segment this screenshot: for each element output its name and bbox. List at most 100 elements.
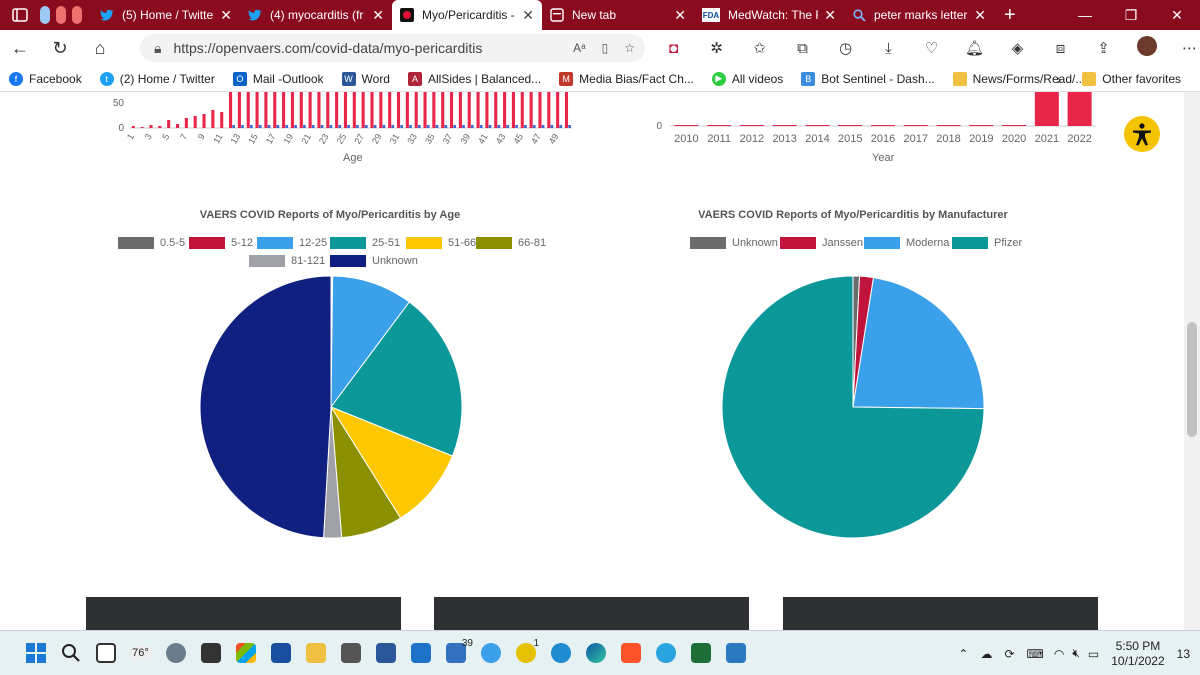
- pinned-tab-icon[interactable]: [72, 6, 82, 24]
- refresh-icon[interactable]: ↻: [52, 37, 68, 58]
- notification-count[interactable]: 13: [1176, 646, 1190, 661]
- fav-all-videos[interactable]: ▶ All videos: [703, 71, 792, 86]
- manufacturer-legend-item[interactable]: Pfizer: [952, 237, 1022, 249]
- money-icon[interactable]: 1: [508, 636, 543, 671]
- health-icon[interactable]: ♡: [924, 40, 939, 57]
- new-tab-button[interactable]: +: [1004, 3, 1016, 26]
- photos-icon[interactable]: [718, 636, 753, 671]
- chat-icon[interactable]: [473, 636, 508, 671]
- start-icon[interactable]: [18, 636, 53, 671]
- extension-shield-icon[interactable]: ◘: [668, 39, 679, 57]
- chevron-up-icon[interactable]: ⌃: [958, 646, 969, 661]
- fav-mediabias[interactable]: M Media Bias/Fact Ch...: [550, 71, 703, 86]
- screenshot-icon[interactable]: ⧈: [1055, 39, 1066, 57]
- page-scrollbar[interactable]: [1184, 92, 1200, 630]
- control-panel-icon[interactable]: [193, 636, 228, 671]
- close-icon[interactable]: ✕: [522, 6, 534, 23]
- word-icon[interactable]: [368, 636, 403, 671]
- store-icon[interactable]: [228, 636, 263, 671]
- tab-myo-pericarditis[interactable]: Myo/Pericarditis - ✕: [392, 0, 542, 30]
- share-icon[interactable]: ⇪: [1097, 40, 1110, 57]
- chevron-right-icon[interactable]: ›: [1056, 71, 1062, 87]
- fav-twitter[interactable]: t (2) Home / Twitter: [91, 71, 224, 86]
- teams-icon[interactable]: 39: [438, 636, 473, 671]
- age-legend-item[interactable]: 0.5-5: [118, 237, 185, 249]
- lock-icon[interactable]: 🔒︎: [154, 39, 162, 56]
- settings-icon[interactable]: [158, 636, 193, 671]
- calculator-icon[interactable]: [333, 636, 368, 671]
- fav-other-favorites[interactable]: Other favorites: [1073, 72, 1190, 86]
- stocks-icon[interactable]: [683, 636, 718, 671]
- age-slice-25-51[interactable]: [330, 301, 463, 457]
- pinned-tab-icon[interactable]: [40, 6, 50, 24]
- age-legend-item[interactable]: 66-81: [476, 237, 546, 249]
- tab-twitter-home[interactable]: (5) Home / Twitter ✕: [92, 0, 240, 30]
- close-icon[interactable]: ✕: [372, 6, 384, 23]
- back-icon[interactable]: ←: [11, 37, 29, 58]
- pinned-tabs[interactable]: [40, 6, 92, 24]
- tab-search[interactable]: peter marks letter ✕: [844, 0, 994, 30]
- scrollbar-thumb[interactable]: [1187, 322, 1197, 437]
- mail-icon[interactable]: [403, 636, 438, 671]
- close-icon[interactable]: ✕: [824, 6, 836, 23]
- browser-essentials-icon[interactable]: ◈: [1011, 40, 1024, 57]
- age-slice-51-66[interactable]: [329, 405, 454, 519]
- age-legend-item[interactable]: 51-66: [406, 237, 476, 249]
- immersive-reader-icon[interactable]: ▯: [601, 41, 609, 55]
- close-icon[interactable]: ✕: [674, 6, 686, 23]
- url-text[interactable]: https://openvaers.com/covid-data/myo-per…: [173, 40, 483, 56]
- age-slice-12-25[interactable]: [330, 275, 411, 409]
- manufacturer-legend-item[interactable]: Unknown: [690, 237, 778, 249]
- manufacturer-legend-item[interactable]: Janssen: [780, 237, 863, 249]
- pinned-tab-icon[interactable]: [56, 6, 66, 24]
- add-favorite-icon[interactable]: ☆: [624, 41, 635, 55]
- profile-avatar[interactable]: [1125, 36, 1168, 60]
- onedrive-icon[interactable]: ☁︎: [980, 646, 993, 661]
- age-legend-item[interactable]: 12-25: [257, 237, 327, 249]
- minimize-icon[interactable]: —: [1078, 7, 1092, 23]
- weather-widget[interactable]: 76°: [123, 636, 158, 671]
- extensions-icon[interactable]: ✲: [710, 40, 723, 57]
- volume-muted-icon[interactable]: 🔇︎: [1072, 646, 1080, 660]
- file-explorer-icon[interactable]: [298, 636, 333, 671]
- telegram-icon[interactable]: [648, 636, 683, 671]
- age-legend-item[interactable]: 25-51: [330, 237, 400, 249]
- history-icon[interactable]: ◷: [838, 40, 853, 57]
- downloads-icon[interactable]: ⤓: [885, 39, 892, 57]
- age-legend-item[interactable]: Unknown: [330, 255, 418, 267]
- close-window-icon[interactable]: ✕: [1171, 6, 1183, 23]
- favorites-icon[interactable]: ✩: [753, 40, 766, 57]
- battery-icon[interactable]: ▭: [1087, 646, 1100, 661]
- fav-outlook[interactable]: O Mail -Outlook: [224, 71, 333, 86]
- address-bar[interactable]: 🔒︎ https://openvaers.com/covid-data/myo-…: [140, 34, 645, 62]
- restore-icon[interactable]: ❐: [1124, 6, 1138, 23]
- age-legend-item[interactable]: 81-121: [249, 255, 325, 267]
- tab-twitter-myocarditis[interactable]: (4) myocarditis (fr ✕: [240, 0, 392, 30]
- accessibility-icon[interactable]: [1124, 116, 1160, 152]
- fav-word[interactable]: W Word: [333, 71, 399, 86]
- keyboard-icon[interactable]: ⌨: [1026, 646, 1044, 661]
- task-view-icon[interactable]: [88, 636, 123, 671]
- more-icon[interactable]: ⋯: [1182, 40, 1197, 57]
- age-slice-unknown[interactable]: [199, 275, 332, 539]
- tab-actions-icon[interactable]: [0, 0, 40, 30]
- app-icon[interactable]: [543, 636, 578, 671]
- manufacturer-slice-moderna[interactable]: [852, 277, 985, 410]
- home-icon[interactable]: ⌂: [94, 37, 106, 58]
- sync-icon[interactable]: ⟳: [1004, 646, 1015, 661]
- solitaire-icon[interactable]: [263, 636, 298, 671]
- tab-medwatch[interactable]: FDA MedWatch: The FI ✕: [694, 0, 844, 30]
- collections-icon[interactable]: ⧉: [797, 39, 808, 57]
- fav-allsides[interactable]: A AllSides | Balanced...: [399, 71, 550, 86]
- manufacturer-slice-pfizer[interactable]: [721, 275, 985, 539]
- tab-new-tab[interactable]: New tab ✕: [542, 0, 694, 30]
- brave-icon[interactable]: [613, 636, 648, 671]
- manufacturer-legend-item[interactable]: Moderna: [864, 237, 949, 249]
- edge-icon[interactable]: [578, 636, 613, 671]
- clock[interactable]: 5:50 PM 10/1/2022: [1111, 639, 1164, 669]
- close-icon[interactable]: ✕: [220, 6, 232, 23]
- close-icon[interactable]: ✕: [974, 6, 986, 23]
- notifications-icon[interactable]: 🔔︎: [964, 40, 985, 57]
- search-icon[interactable]: [53, 636, 88, 671]
- age-legend-item[interactable]: 5-12: [189, 237, 253, 249]
